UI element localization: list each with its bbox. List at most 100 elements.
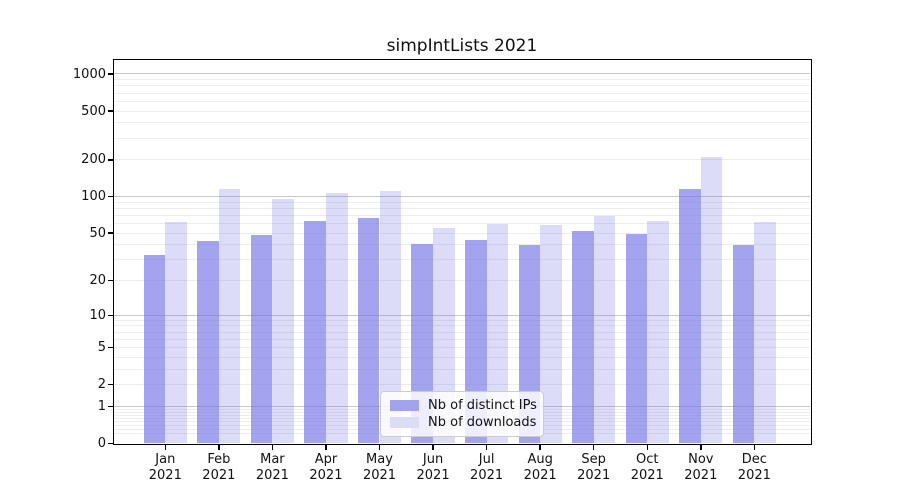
- minor-gridline: [114, 356, 810, 358]
- y-tick-mark: [108, 405, 113, 408]
- bar-distinct-ips: [357, 217, 380, 444]
- x-tick-mark: [753, 445, 756, 450]
- x-tick-label: Oct 2021: [630, 452, 664, 483]
- bar-downloads: [325, 192, 348, 444]
- bar-downloads: [593, 216, 616, 444]
- y-tick-label: 0: [97, 436, 106, 451]
- y-tick-mark: [108, 314, 113, 316]
- legend-label-distinct-ips: Nb of distinct IPs: [428, 397, 537, 413]
- x-tick-label: Apr 2021: [309, 452, 343, 483]
- x-tick-mark: [485, 445, 488, 450]
- y-tick-mark: [108, 383, 113, 386]
- chart-title: simpIntLists 2021: [386, 36, 538, 56]
- bar-distinct-ips: [197, 241, 219, 444]
- minor-gridline: [114, 280, 810, 282]
- y-tick-label: 20: [89, 273, 106, 289]
- x-tick-label: Jun 2021: [416, 452, 450, 483]
- bar-distinct-ips: [304, 221, 326, 444]
- y-tick-label: 500: [81, 103, 106, 119]
- y-tick-mark: [108, 279, 113, 282]
- x-tick-label: Dec 2021: [737, 452, 771, 483]
- x-tick-label: Mar 2021: [255, 452, 289, 483]
- legend: Nb of distinct IPs Nb of downloads: [380, 391, 544, 437]
- bar-downloads: [272, 199, 294, 444]
- major-gridline: [114, 314, 810, 316]
- minor-gridline: [114, 100, 810, 102]
- y-tick-mark: [108, 346, 113, 349]
- minor-gridline: [114, 201, 810, 203]
- minor-gridline: [114, 110, 810, 112]
- minor-gridline: [114, 79, 810, 81]
- x-tick-label: Feb 2021: [202, 452, 236, 483]
- bar-downloads: [540, 224, 562, 444]
- y-tick-mark: [108, 73, 113, 75]
- x-tick-label: Jan 2021: [148, 452, 182, 483]
- y-tick-label: 100: [81, 189, 106, 205]
- y-tick-label: 1: [97, 398, 106, 414]
- bar-distinct-ips: [625, 234, 648, 444]
- x-tick-label: Nov 2021: [684, 452, 718, 483]
- bar-downloads: [379, 190, 402, 444]
- y-tick-label: 200: [81, 152, 106, 168]
- minor-gridline: [114, 223, 810, 225]
- legend-item-distinct-ips: Nb of distinct IPs: [390, 397, 537, 413]
- minor-gridline: [114, 232, 810, 234]
- minor-gridline: [114, 384, 810, 386]
- x-tick-mark: [539, 445, 541, 450]
- x-tick-mark: [164, 445, 167, 450]
- minor-gridline: [114, 215, 810, 217]
- minor-gridline: [114, 338, 810, 340]
- minor-gridline: [114, 331, 810, 333]
- legend-swatch-downloads: [390, 417, 419, 429]
- y-tick-label: 1000: [72, 66, 106, 82]
- y-tick-label: 10: [89, 307, 106, 323]
- minor-gridline: [114, 325, 810, 327]
- minor-gridline: [114, 319, 810, 321]
- x-tick-mark: [432, 445, 434, 450]
- x-tick-label: May 2021: [362, 452, 397, 483]
- legend-label-downloads: Nb of downloads: [428, 415, 537, 431]
- y-tick-mark: [108, 110, 113, 112]
- minor-gridline: [114, 244, 810, 246]
- bar-distinct-ips: [143, 254, 166, 444]
- x-tick-mark: [271, 445, 274, 450]
- x-tick-label: Jul 2021: [470, 452, 504, 483]
- y-tick-mark: [108, 159, 113, 161]
- bar-downloads: [700, 157, 723, 444]
- y-tick-mark: [108, 442, 113, 445]
- y-tick-mark: [108, 195, 113, 198]
- minor-gridline: [114, 347, 810, 349]
- x-tick-mark: [700, 445, 702, 450]
- bar-distinct-ips: [250, 235, 273, 444]
- y-tick-mark: [108, 232, 113, 234]
- minor-gridline: [114, 137, 810, 139]
- legend-item-downloads: Nb of downloads: [390, 415, 537, 431]
- legend-swatch-distinct-ips: [390, 399, 419, 411]
- bar-distinct-ips: [732, 244, 755, 444]
- minor-gridline: [114, 207, 810, 209]
- x-tick-mark: [378, 445, 381, 450]
- bar-downloads: [165, 221, 187, 444]
- bar-downloads: [433, 228, 455, 444]
- bar-distinct-ips: [679, 189, 701, 444]
- x-tick-label: Aug 2021: [523, 452, 557, 483]
- minor-gridline: [114, 259, 810, 261]
- x-tick-mark: [218, 445, 220, 450]
- minor-gridline: [114, 368, 810, 370]
- bar-downloads: [647, 221, 669, 444]
- major-gridline: [114, 73, 810, 75]
- x-tick-mark: [592, 445, 595, 450]
- y-tick-label: 5: [97, 340, 106, 356]
- minor-gridline: [114, 85, 810, 87]
- bar-distinct-ips: [572, 231, 594, 444]
- y-tick-label: 2: [97, 377, 106, 393]
- bar-downloads: [754, 221, 776, 444]
- minor-gridline: [114, 159, 810, 161]
- minor-gridline: [114, 122, 810, 124]
- bar-downloads: [218, 189, 241, 444]
- x-tick-label: Sep 2021: [577, 452, 611, 483]
- bar-downloads: [486, 223, 509, 444]
- major-gridline: [114, 196, 810, 198]
- x-tick-mark: [646, 445, 648, 450]
